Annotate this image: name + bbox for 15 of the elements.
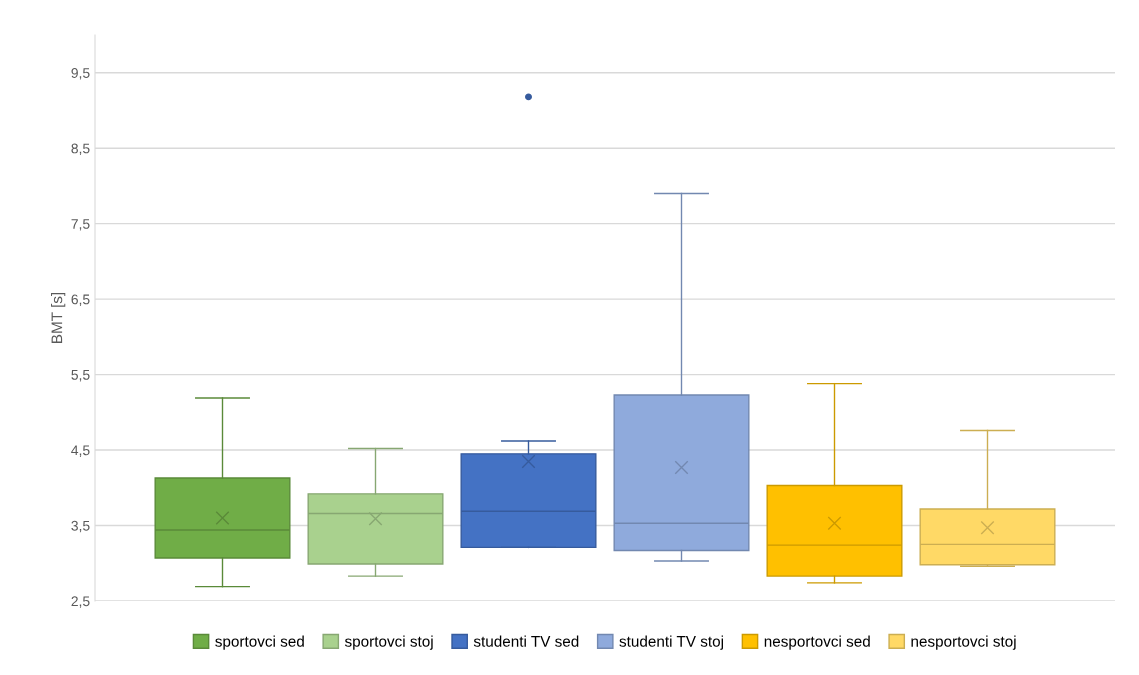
y-tick-label: 8,5 — [71, 143, 90, 156]
y-tick-label: 7,5 — [71, 219, 90, 231]
legend-label: nesportovci stoj — [911, 635, 1016, 650]
y-tick-label: 2,5 — [71, 596, 90, 608]
legend-label: sportovci stoj — [344, 635, 433, 650]
y-tick-label: 5,5 — [71, 370, 90, 382]
y-tick-label: 4,5 — [71, 445, 90, 457]
legend-label: nesportovci sed — [764, 635, 870, 650]
y-axis-title: BMT [s] — [51, 292, 66, 343]
y-tick-label: 6,5 — [71, 294, 90, 306]
legend-label: sportovci sed — [215, 635, 304, 650]
y-tick-label: 3,5 — [71, 520, 90, 533]
y-tick-label: 9,5 — [71, 68, 90, 80]
legend-label: studenti TV stoj — [619, 635, 723, 650]
legend-label: studenti TV sed — [473, 635, 579, 647]
